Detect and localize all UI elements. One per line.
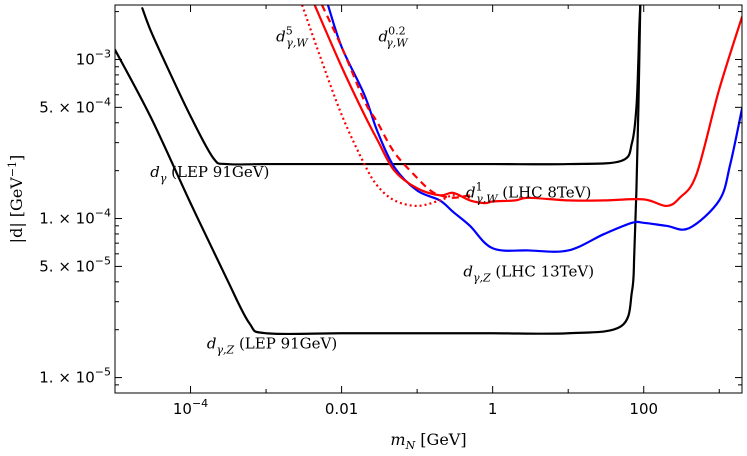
- y-tick-label: 10−3: [76, 47, 111, 68]
- axis-label-group: mN [GeV] |d| [GeV−1]: [6, 155, 467, 452]
- series-line-lep-gamma: [141, 5, 642, 166]
- series-group: [115, 5, 742, 336]
- x-axis-label: mN [GeV]: [390, 430, 466, 452]
- plot-frame: [114, 4, 743, 394]
- annotation-ann-lhc-gammaW-5: d5 γ,W: [276, 24, 309, 49]
- y-tick-label: 1. × 10−5: [39, 366, 111, 387]
- series-line-lhc-gammaW-5: [301, 5, 471, 208]
- y-tick-label: 5. × 10−4: [39, 95, 111, 116]
- series-line-lhc-gammaW-1: [313, 5, 742, 208]
- annotation-ann-lep-gamma: dγ (LEP 91GeV): [150, 163, 269, 185]
- y-tick-label: 1. × 10−4: [39, 207, 111, 228]
- annotation-ann-lhc-gammaW-02: d0.2 γ,W: [379, 24, 410, 49]
- x-tick-label: 1: [488, 400, 498, 418]
- series-line-lep-gammaZ: [115, 5, 642, 336]
- annotation-ann-lhc-gammaW-1: d1 γ,W (LHC 8TeV): [466, 180, 591, 205]
- x-tick-label: 10−4: [173, 397, 208, 418]
- annotation-ann-lep-gammaZ: dγ,Z (LEP 91GeV): [207, 335, 337, 357]
- series-line-lhc-gammaZ: [326, 5, 742, 253]
- y-tick-label: 5. × 10−5: [39, 254, 111, 275]
- annotation-group: dγ (LEP 91GeV) dγ,Z (LEP 91GeV) dγ,Z (LHC …: [150, 24, 594, 356]
- series-line-lhc-gammaW-02: [320, 5, 471, 199]
- annotation-ann-lhc-gammaZ: dγ,Z (LHC 13TeV): [463, 263, 594, 285]
- plot-border: [114, 4, 743, 394]
- tick-group: 10−4 0.01 1 100 1. × 10−5 5. × 10−5 1. × 10−4 5…: [39, 5, 742, 418]
- x-tick-label: 0.01: [325, 400, 358, 418]
- x-tick-label: 100: [629, 400, 658, 418]
- y-axis-label: |d| [GeV−1]: [6, 155, 26, 244]
